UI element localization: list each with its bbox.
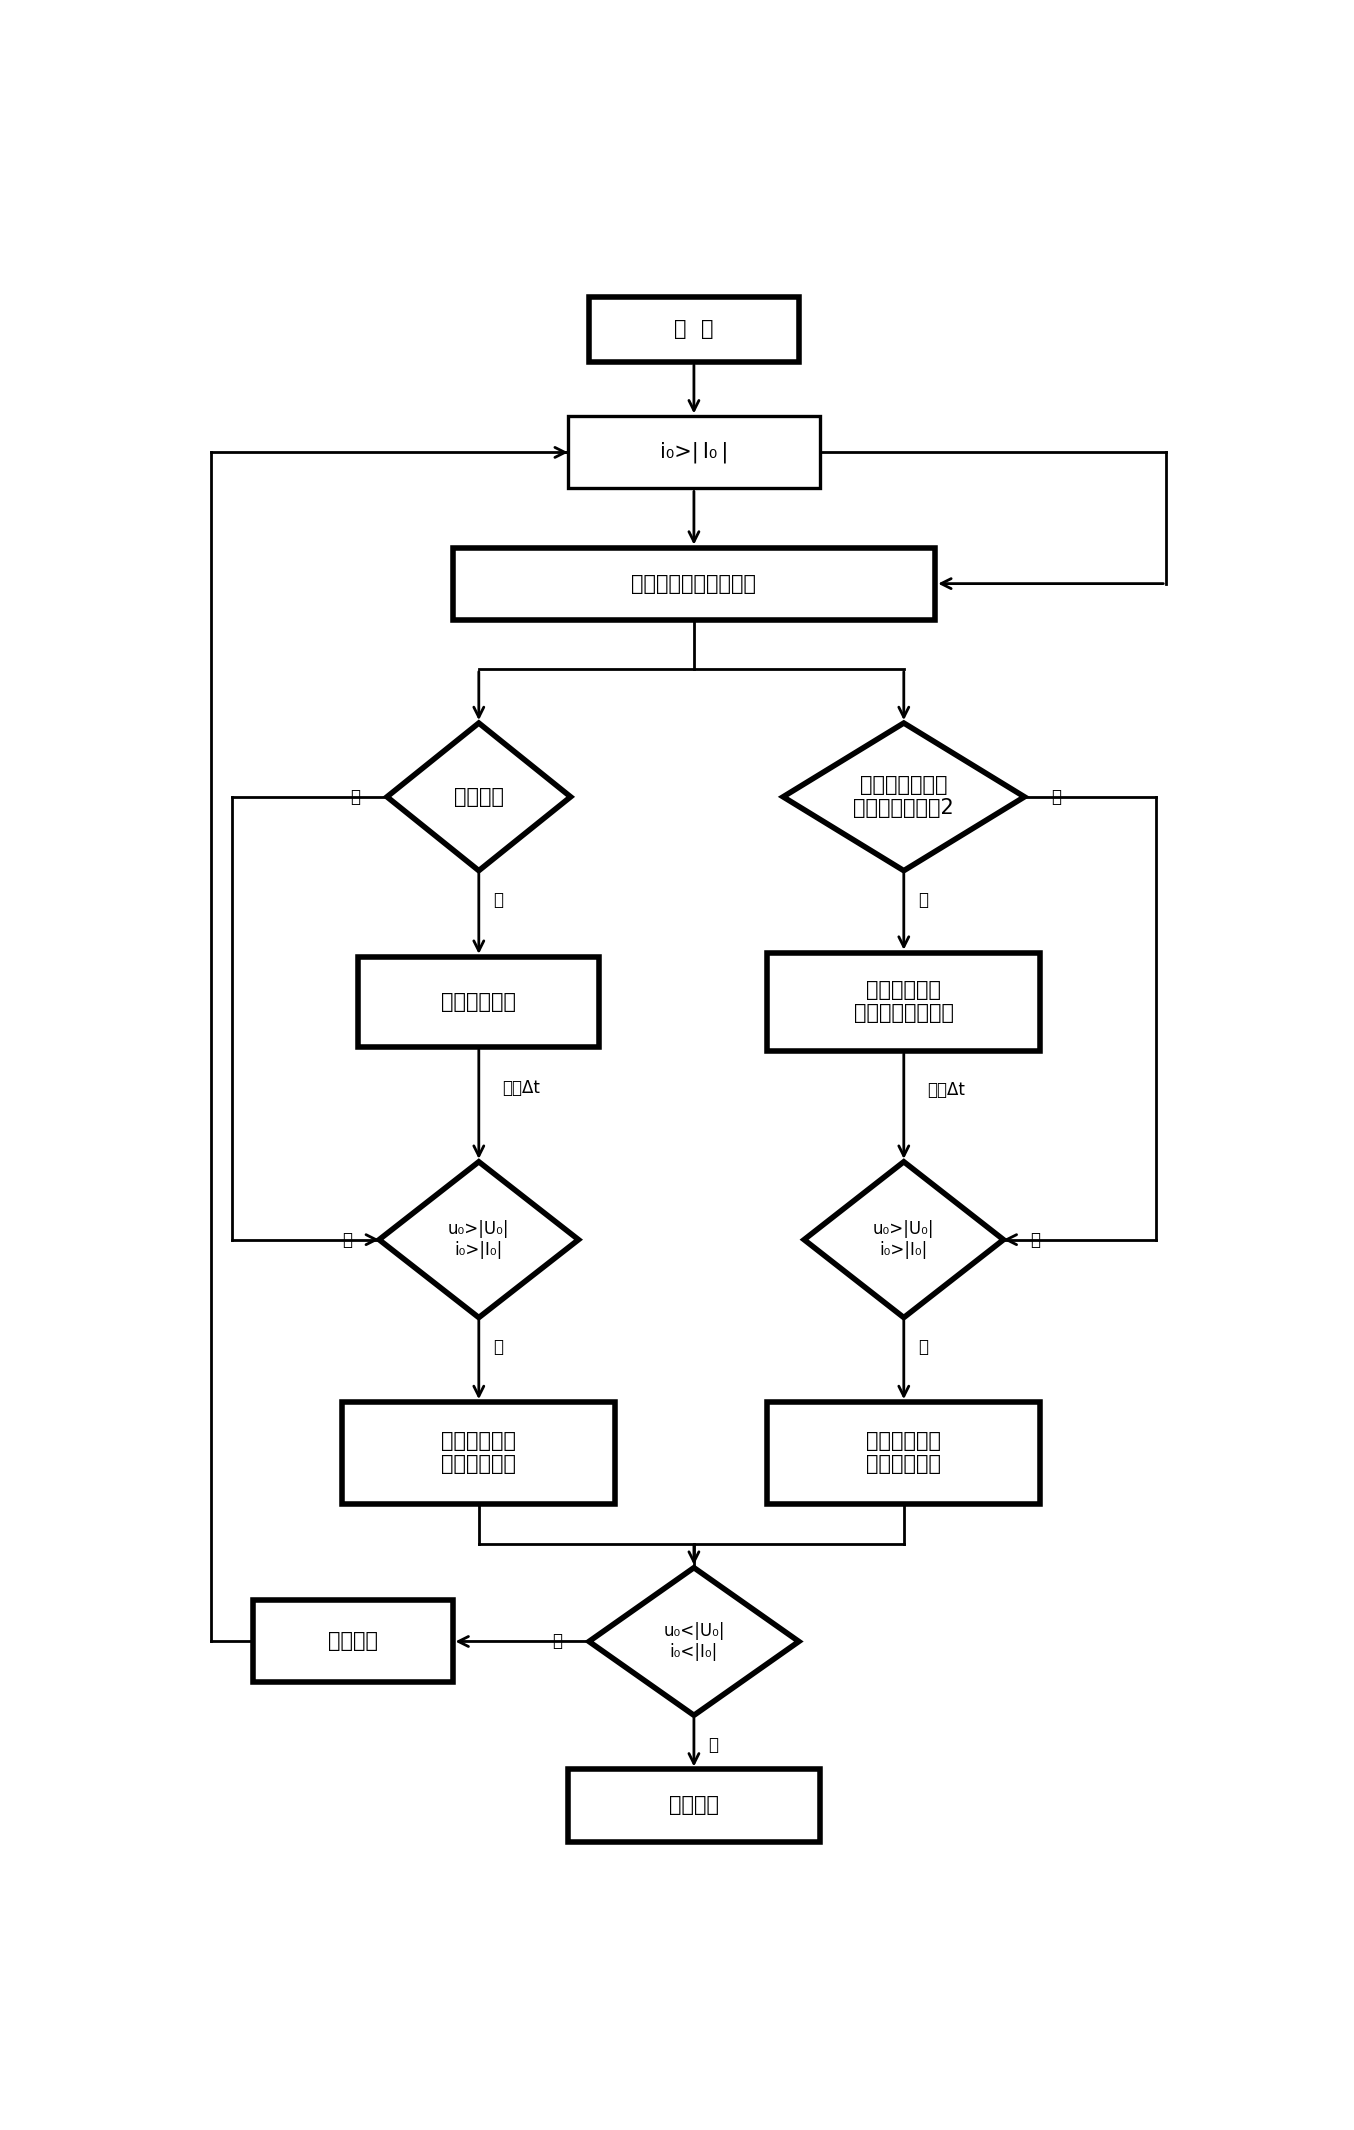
Polygon shape	[804, 1161, 1003, 1318]
Text: 否: 否	[1030, 1231, 1040, 1248]
Text: 是: 是	[918, 890, 927, 910]
Text: 是: 是	[493, 890, 502, 910]
Text: 延时Δt: 延时Δt	[927, 1082, 964, 1099]
Text: u₀<|U₀|
i₀<|I₀|: u₀<|U₀| i₀<|I₀|	[663, 1623, 724, 1661]
Text: 否: 否	[343, 1231, 352, 1248]
Polygon shape	[387, 722, 570, 871]
Bar	[569, 1770, 821, 1842]
Polygon shape	[783, 722, 1025, 871]
Bar	[569, 415, 821, 488]
Text: 否: 否	[1051, 788, 1062, 805]
Bar	[768, 952, 1040, 1050]
Text: 是: 是	[493, 1338, 502, 1357]
Polygon shape	[589, 1568, 799, 1715]
Text: 否: 否	[552, 1632, 562, 1651]
Text: 非干扰，发出
线路接地信号: 非干扰，发出 线路接地信号	[867, 1431, 941, 1474]
Text: 唯一相反符号且
相同符号数大于2: 唯一相反符号且 相同符号数大于2	[853, 775, 955, 818]
Text: 延时Δt: 延时Δt	[502, 1080, 540, 1097]
Text: 故障持续: 故障持续	[328, 1632, 378, 1651]
Text: 否: 否	[351, 788, 360, 805]
Bar	[452, 547, 936, 620]
Text: u₀>|U₀|
i₀>|I₀|: u₀>|U₀| i₀>|I₀|	[448, 1220, 509, 1259]
Bar	[768, 1402, 1040, 1504]
Text: u₀>|U₀|
i₀>|I₀|: u₀>|U₀| i₀>|I₀|	[873, 1220, 934, 1259]
Text: 接地消失: 接地消失	[669, 1796, 719, 1815]
Bar	[359, 956, 600, 1048]
Bar	[343, 1402, 615, 1504]
Text: 是: 是	[708, 1736, 718, 1753]
Bar	[253, 1600, 452, 1683]
Text: i₀>| I₀ |: i₀>| I₀ |	[659, 441, 728, 462]
Text: 开  始: 开 始	[674, 320, 714, 339]
Text: 是: 是	[918, 1338, 927, 1357]
Text: 预判唯一相反
符号线路接地故障: 预判唯一相反 符号线路接地故障	[854, 980, 953, 1022]
Text: 检测接地瞬间电流符号: 检测接地瞬间电流符号	[631, 573, 757, 594]
Text: 非干扰，发出
母线接地信号: 非干扰，发出 母线接地信号	[441, 1431, 516, 1474]
Text: 预判母线故障: 预判母线故障	[441, 993, 516, 1012]
Polygon shape	[379, 1161, 578, 1318]
Bar	[589, 296, 799, 362]
Text: 相同符号: 相同符号	[454, 786, 504, 807]
